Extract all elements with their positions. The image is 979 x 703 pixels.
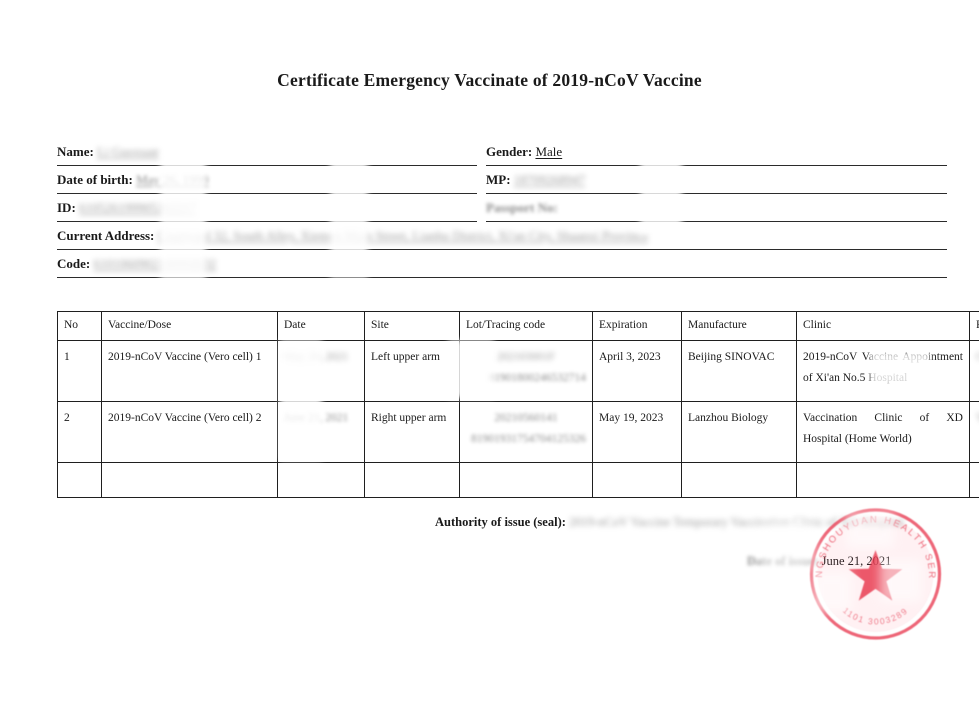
cell-lot: 202103001F 81901800246532714 [459, 340, 593, 402]
cell-empty [101, 462, 278, 498]
column-header-lot: Lot/Tracing code [459, 311, 593, 341]
cell-empty [796, 462, 970, 498]
field-gender-label: Gender: [486, 144, 533, 159]
field-mp-label: MP: [486, 172, 511, 187]
cell-clinic-line1: Vaccination Clinic of XD [803, 412, 963, 424]
column-header-manufacture: Manufacture [681, 311, 797, 341]
column-header-vaccine: Vaccine/Dose [101, 311, 278, 341]
field-name[interactable]: Name: Li Guoxuan [57, 144, 477, 166]
seal-smudge [812, 572, 852, 612]
field-dob-label: Date of birth: [57, 172, 133, 187]
field-date-of-birth[interactable]: Date of birth: May 26, 1999 [57, 172, 477, 194]
cell-provider: Chen Li [976, 351, 979, 363]
field-code-value: 61010609021009SBD2 [93, 256, 217, 271]
field-passport-label: Passport No: [486, 200, 558, 215]
field-dob-rule [57, 193, 477, 194]
column-header-clinic: Clinic [796, 311, 970, 341]
field-code-label: Code: [57, 256, 91, 271]
seal-smudge [760, 520, 816, 570]
cell-expiration: May 19, 2023 [592, 401, 682, 463]
field-passport-rule [486, 221, 947, 222]
table-row: 1 2019-nCoV Vaccine (Vero cell) 1 May 26… [57, 340, 979, 402]
field-address-value: Courtyard 32, South Alley, Xiemen Main S… [157, 228, 649, 243]
field-mp-rule [486, 193, 947, 194]
field-gender[interactable]: Gender: Male [486, 144, 947, 166]
form-row-address: Current Address: Courtyard 32, South All… [57, 228, 947, 256]
field-id-rule [57, 221, 477, 222]
field-passport-number[interactable]: Passport No: [486, 200, 947, 222]
vaccination-record-table: No Vaccine/Dose Date Site Lot/Tracing co… [57, 311, 979, 498]
cell-empty [592, 462, 682, 498]
cell-no: 1 [57, 340, 102, 402]
cell-vaccine: 2019-nCoV Vaccine (Vero cell) 1 [101, 340, 278, 402]
field-address-rule [57, 249, 947, 250]
cell-empty [969, 462, 979, 498]
column-header-date: Date [277, 311, 365, 341]
cell-lot-code: 202103001F [496, 351, 556, 363]
authority-label: Authority of issue (seal): [435, 515, 566, 529]
cell-trace-code: 81901800246532714 [488, 372, 586, 385]
cell-site: Right upper arm [364, 401, 460, 463]
cell-manufacture: Lanzhou Biology [681, 401, 797, 463]
cell-clinic: Vaccination Clinic of XD Hospital (Home … [796, 401, 970, 463]
cell-date: June 21, 2021 [284, 412, 349, 424]
seal-smudge [846, 512, 894, 548]
field-current-address[interactable]: Current Address: Courtyard 32, South All… [57, 228, 947, 250]
form-row-name-gender: Name: Li Guoxuan Gender: Male [57, 144, 947, 172]
cell-clinic-line2: of Xi'an No.5 Hospital [803, 372, 908, 385]
field-id-value: 610526199905262217 [79, 200, 197, 215]
column-header-site: Site [364, 311, 460, 341]
personal-info-form: Name: Li Guoxuan Gender: Male Date of bi… [57, 144, 947, 284]
cell-empty [681, 462, 797, 498]
cell-empty [364, 462, 460, 498]
form-row-dob-mp: Date of birth: May 26, 1999 MP: 18709268… [57, 172, 947, 200]
table-row-empty [57, 462, 979, 498]
page-title: Certificate Emergency Vaccinate of 2019-… [277, 70, 702, 90]
column-header-provider: Provider [969, 311, 979, 341]
cell-trace-code: 81901931754704125326 [471, 433, 586, 446]
cell-lot: 20210560141 81901931754704125326 [459, 401, 593, 463]
seal-smudge [880, 560, 922, 602]
cell-manufacture: Beijing SINOVAC [681, 340, 797, 402]
field-name-value: Li Guoxuan [97, 144, 160, 159]
cell-clinic-line1: 2019-nCoV Vaccine Appointment [803, 351, 963, 363]
field-code[interactable]: Code: 61010609021009SBD2 [57, 256, 947, 278]
field-name-label: Name: [57, 144, 94, 159]
field-id-number[interactable]: ID: 610526199905262217 [57, 200, 477, 222]
cell-expiration: April 3, 2023 [592, 340, 682, 402]
cell-clinic: 2019-nCoV Vaccine Appointment of Xi'an N… [796, 340, 970, 402]
table-row: 2 2019-nCoV Vaccine (Vero cell) 2 June 2… [57, 401, 979, 463]
cell-provider: Yuan Xiaofeng [976, 412, 979, 424]
field-address-label: Current Address: [57, 228, 155, 243]
cell-vaccine: 2019-nCoV Vaccine (Vero cell) 2 [101, 401, 278, 463]
cell-empty [57, 462, 102, 498]
cell-clinic-line2: Hospital (Home World) [803, 433, 912, 446]
field-dob-value: May 26, 1999 [136, 172, 209, 187]
form-row-id-passport: ID: 610526199905262217 Passport No: [57, 200, 947, 228]
authority-of-issue: Authority of issue (seal): 2019-nCoV Vac… [435, 515, 904, 530]
cell-empty [459, 462, 593, 498]
field-code-rule [57, 277, 947, 278]
field-mobile-phone[interactable]: MP: 18709268947 [486, 172, 947, 194]
cell-date: May 26, 2021 [284, 351, 349, 363]
column-header-no: No [57, 311, 102, 341]
field-gender-value: Male [535, 144, 563, 159]
column-header-expiration: Expiration [592, 311, 682, 341]
field-mp-value: 18709268947 [513, 172, 586, 187]
field-id-label: ID: [57, 200, 76, 215]
table-header-row: No Vaccine/Dose Date Site Lot/Tracing co… [57, 311, 979, 341]
field-name-rule [57, 165, 477, 166]
cell-no: 2 [57, 401, 102, 463]
cell-lot-code: 20210560141 [494, 412, 558, 424]
form-row-code: Code: 61010609021009SBD2 [57, 256, 947, 284]
cell-empty [277, 462, 365, 498]
cell-site: Left upper arm [364, 340, 460, 402]
field-gender-rule [486, 165, 947, 166]
